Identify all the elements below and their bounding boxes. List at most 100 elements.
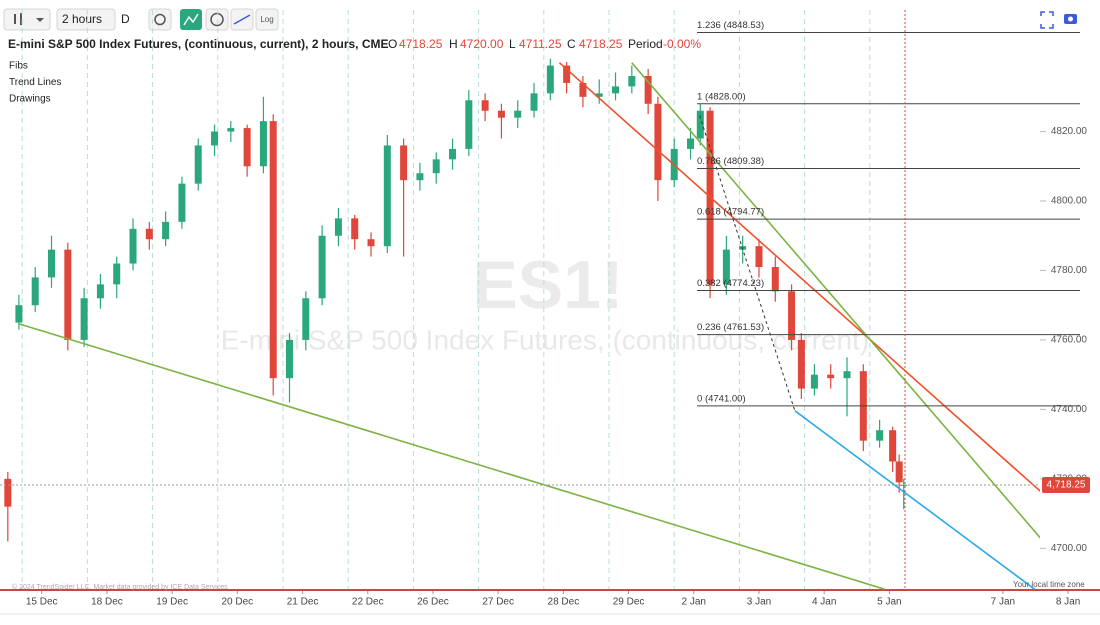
y-tick-label: 4800.00 (1051, 196, 1088, 207)
candle-body (286, 339, 294, 379)
candle-body (259, 121, 267, 167)
candle-body (465, 100, 473, 149)
candle-body (80, 298, 88, 340)
trend-line (19, 323, 886, 590)
x-tick-label: 21 Dec (287, 597, 319, 608)
watermark: ES1! (472, 247, 623, 323)
x-tick-label: 29 Dec (613, 597, 645, 608)
icon (183, 13, 199, 26)
x-tick-label: 4 Jan (812, 597, 836, 608)
log-button[interactable] (255, 8, 279, 31)
candle-body (481, 100, 489, 111)
candle-body (644, 75, 652, 104)
candle-body (211, 131, 219, 146)
settings-button[interactable] (148, 8, 172, 31)
copyright: © 2024 TrendSpider LLC. Market data prov… (12, 583, 228, 591)
x-tick-label: 18 Dec (91, 597, 123, 608)
candle-body (318, 235, 326, 299)
candle-body (497, 110, 505, 118)
fullscreen-button[interactable] (1040, 11, 1054, 29)
candle-body (530, 93, 538, 111)
candle-body (400, 145, 408, 181)
candle-body (48, 249, 56, 278)
candle-body (302, 298, 310, 340)
trend-line (699, 115, 796, 411)
icon (36, 18, 44, 22)
candle-body (367, 239, 375, 247)
candle-body (145, 228, 153, 240)
x-tick-label: 15 Dec (26, 597, 58, 608)
candle-body (227, 128, 235, 132)
fib-label: 1.236 (4848.53) (697, 20, 764, 31)
candle-body (895, 461, 903, 483)
fib-label: 0.618 (4794.77) (697, 207, 764, 218)
candle-body (31, 277, 39, 306)
candle-body (563, 65, 571, 83)
legend-item[interactable]: Fibs (9, 61, 28, 72)
candle-body (96, 284, 104, 299)
x-tick-label: 20 Dec (222, 597, 254, 608)
range-label[interactable]: D (121, 12, 130, 26)
candle-body (334, 218, 342, 236)
x-tick-label: 5 Jan (877, 597, 901, 608)
candle-body (595, 93, 603, 97)
candle-body (194, 145, 202, 184)
candle-body (687, 138, 695, 149)
candle-body (64, 249, 72, 340)
icon (1068, 16, 1073, 22)
candle-body (416, 173, 424, 181)
ohlc-value: 4718.25 (399, 37, 443, 51)
candle-body (162, 221, 170, 240)
ohlc-label: L (509, 37, 516, 51)
x-tick-label: 2 Jan (682, 597, 706, 608)
candle-body (843, 371, 851, 379)
candle-body (771, 267, 779, 292)
candle-body (722, 249, 730, 285)
candle-body (900, 484, 908, 486)
candle-body (876, 430, 884, 441)
y-tick-label: 4760.00 (1051, 335, 1088, 346)
fib-label: 0.382 (4774.23) (697, 278, 764, 289)
x-tick-label: 3 Jan (747, 597, 771, 608)
y-tick-label: 4740.00 (1051, 404, 1088, 415)
trend-line (558, 62, 1040, 493)
ohlc-label: O (388, 37, 397, 51)
chart-type-button[interactable] (3, 8, 51, 31)
trend-line (631, 62, 1040, 539)
x-tick-label: 19 Dec (156, 597, 188, 608)
toolbar: 2 hours D Log (3, 8, 1077, 31)
candle-body (797, 339, 805, 389)
candle-body (351, 218, 359, 240)
ohlc-label: C (567, 37, 576, 51)
y-tick-label: 4780.00 (1051, 265, 1088, 276)
candle-body (546, 65, 554, 94)
y-tick-label: 4820.00 (1051, 126, 1088, 137)
log-label: Log (260, 15, 273, 24)
candle-body (4, 478, 12, 507)
clock-button[interactable] (205, 8, 229, 31)
candle-body (514, 110, 522, 118)
legend-item[interactable]: Drawings (9, 94, 51, 105)
ohlc-value: 4720.00 (460, 37, 504, 51)
watermark-subtitle: E-mini S&P 500 Index Futures, (continuou… (221, 324, 869, 355)
last-price-label: 4,718.25 (1047, 480, 1086, 491)
candle-body (383, 145, 391, 247)
icon (20, 13, 22, 25)
trend-line (794, 410, 1036, 590)
candle-body (612, 86, 620, 94)
candle-body (243, 128, 251, 167)
ohlc-value: 4711.25 (519, 37, 562, 51)
icon (210, 12, 224, 27)
candle-body (129, 228, 137, 264)
candle-body (269, 121, 277, 379)
candle-body (628, 75, 636, 87)
candle-body (113, 263, 121, 285)
x-tick-label: 27 Dec (482, 597, 514, 608)
candle-body (15, 305, 23, 323)
interval-label: 2 hours (62, 12, 102, 26)
interval-button[interactable] (56, 8, 116, 31)
x-tick-label: 26 Dec (417, 597, 449, 608)
legend-item[interactable]: Trend Lines (9, 77, 61, 88)
ohlc-label: Period (628, 37, 663, 51)
